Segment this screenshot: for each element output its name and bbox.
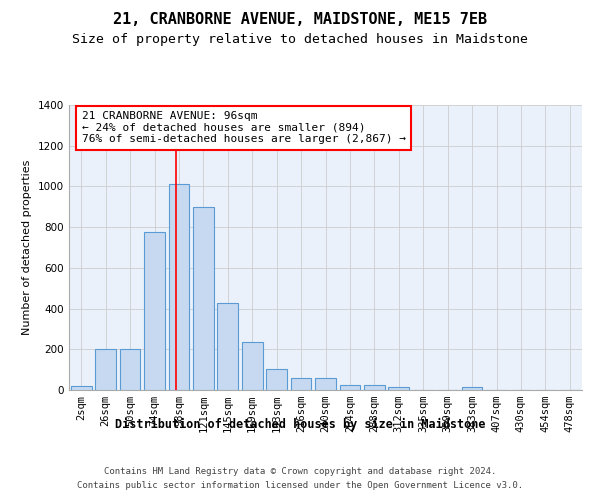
Text: 21 CRANBORNE AVENUE: 96sqm
← 24% of detached houses are smaller (894)
76% of sem: 21 CRANBORNE AVENUE: 96sqm ← 24% of deta… [82, 111, 406, 144]
Bar [290, 378, 311, 390]
Text: Contains HM Land Registry data © Crown copyright and database right 2024.: Contains HM Land Registry data © Crown c… [104, 468, 496, 476]
Bar [119, 350, 140, 390]
Bar [461, 387, 482, 390]
Bar [95, 350, 116, 390]
Bar [193, 207, 214, 390]
Bar [388, 387, 409, 390]
Text: Size of property relative to detached houses in Maidstone: Size of property relative to detached ho… [72, 32, 528, 46]
Text: 21, CRANBORNE AVENUE, MAIDSTONE, ME15 7EB: 21, CRANBORNE AVENUE, MAIDSTONE, ME15 7E… [113, 12, 487, 28]
Bar [266, 368, 287, 390]
Bar [340, 385, 361, 390]
Bar [217, 304, 238, 390]
Bar [144, 232, 165, 390]
Bar [71, 386, 92, 390]
Text: Contains public sector information licensed under the Open Government Licence v3: Contains public sector information licen… [77, 481, 523, 490]
Text: Distribution of detached houses by size in Maidstone: Distribution of detached houses by size … [115, 418, 485, 430]
Y-axis label: Number of detached properties: Number of detached properties [22, 160, 32, 335]
Bar [169, 184, 190, 390]
Bar [364, 385, 385, 390]
Bar [242, 342, 263, 390]
Bar [315, 378, 336, 390]
